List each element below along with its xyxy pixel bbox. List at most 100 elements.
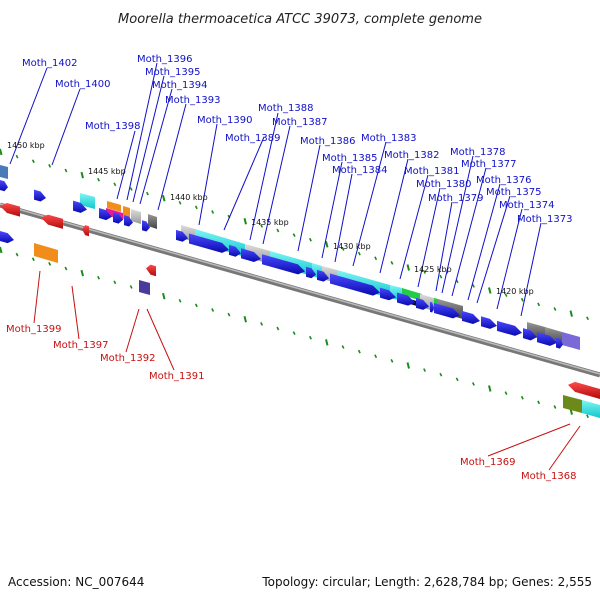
gene-label: Moth_1394: [152, 80, 207, 91]
kbp-label: 1440 kbp: [170, 193, 208, 202]
reverse-gene-arrow: [0, 202, 20, 217]
map-title: Moorella thermoacetica ATCC 39073, compl…: [118, 12, 482, 27]
gene-label: Moth_1379: [428, 193, 483, 204]
minor-tick: [194, 303, 198, 308]
gene-label: Moth_1374: [499, 200, 554, 211]
minor-tick: [227, 312, 231, 317]
gene-label: Moth_1382: [384, 150, 439, 161]
gene-label: Moth_1393: [165, 95, 220, 106]
gene-label: Moth_1384: [332, 165, 387, 176]
minor-tick: [357, 349, 361, 354]
forward-gene-arrow: [73, 200, 87, 213]
gene-label: Moth_1397: [53, 340, 108, 351]
feature-block: [131, 209, 141, 224]
minor-tick: [260, 322, 264, 326]
minor-tick: [64, 266, 68, 271]
minor-tick: [586, 316, 590, 321]
minor-tick: [129, 285, 133, 289]
minor-tick: [113, 280, 117, 285]
reverse-gene-arrow: [146, 264, 156, 277]
forward-gene-arrow: [380, 287, 396, 301]
forward-gene-arrow: [241, 248, 261, 262]
minor-tick: [48, 261, 52, 266]
minor-tick: [341, 345, 345, 349]
minor-tick: [423, 270, 427, 274]
major-tick: [406, 264, 410, 271]
forward-gene-arrow: [416, 297, 429, 310]
minor-tick: [553, 405, 557, 409]
gene-label: Moth_1388: [258, 103, 313, 114]
minor-tick: [471, 382, 475, 386]
gene-label: Moth_1390: [197, 115, 252, 126]
gene-label: Moth_1400: [55, 79, 110, 90]
minor-tick: [520, 395, 524, 400]
forward-gene-arrow: [262, 254, 305, 275]
major-tick: [325, 339, 329, 346]
feature-block: [34, 243, 58, 263]
major-tick: [488, 287, 492, 294]
major-tick: [243, 218, 247, 225]
forward-genes: [0, 180, 563, 349]
forward-gene-arrow: [537, 332, 557, 346]
minor-tick: [276, 228, 280, 233]
feature-block: [139, 280, 150, 295]
minor-tick: [97, 177, 101, 182]
minor-tick: [357, 251, 361, 256]
gene-label: Moth_1402: [22, 58, 77, 69]
minor-tick: [439, 372, 443, 377]
minor-tick: [341, 247, 345, 251]
minor-tick: [178, 298, 182, 303]
reverse-gene-arrow: [568, 381, 600, 399]
feature-block: [402, 288, 422, 301]
minor-tick: [48, 163, 52, 168]
minor-tick: [276, 326, 280, 331]
gene-label: Moth_1387: [272, 117, 327, 128]
feature-block: [582, 400, 600, 418]
kbp-label: 1445 kbp: [88, 167, 126, 176]
feature-block: [80, 193, 95, 209]
forward-gene-arrow: [124, 215, 133, 227]
minor-tick: [374, 256, 378, 261]
forward-gene-arrow: [176, 229, 188, 242]
forward-gene-arrow: [142, 220, 150, 232]
forward-gene-arrow: [0, 231, 14, 244]
minor-tick: [260, 224, 264, 228]
forward-gene-arrow: [523, 328, 537, 341]
forward-gene-arrow: [430, 301, 434, 313]
minor-tick: [537, 400, 541, 405]
minor-tick: [211, 210, 215, 214]
gene-label: Moth_1389: [225, 133, 280, 144]
forward-gene-labels: Moth_1402 Moth_1400 Moth_1398 Moth_1396 …: [22, 54, 572, 225]
major-tick: [406, 362, 410, 369]
gene-label: Moth_1398: [85, 121, 140, 132]
forward-gene-arrow: [556, 337, 563, 349]
minor-tick: [520, 297, 524, 302]
forward-gene-arrow: [397, 292, 415, 306]
minor-tick: [455, 377, 459, 382]
major-tick: [569, 310, 573, 317]
minor-tick: [439, 274, 443, 279]
reverse-gene-arrow: [41, 214, 63, 229]
gene-label: Moth_1399: [6, 324, 61, 335]
major-tick: [243, 316, 247, 323]
forward-gene-arrow: [306, 266, 316, 279]
minor-tick: [31, 257, 35, 262]
gene-label: Moth_1369: [460, 457, 515, 468]
reverse-gene-labels: Moth_1399 Moth_1397 Moth_1392 Moth_1391 …: [6, 324, 576, 482]
kbp-label: 1435 kbp: [251, 218, 289, 227]
minor-tick: [374, 354, 378, 359]
tick-row-outer: [0, 148, 590, 321]
reverse-gene-arrow: [82, 225, 89, 237]
gene-label: Moth_1391: [149, 371, 204, 382]
major-tick: [0, 246, 3, 254]
gene-label: Moth_1375: [486, 187, 541, 198]
kbp-label: 1450 kbp: [7, 141, 45, 150]
forward-gene-arrow: [113, 212, 123, 224]
genome-backbone-highlight: [0, 203, 600, 375]
topology-text: Topology: circular; Length: 2,628,784 bp…: [261, 575, 592, 589]
gene-label: Moth_1385: [322, 153, 377, 164]
minor-tick: [145, 191, 149, 196]
major-tick: [162, 292, 166, 300]
gene-label: Moth_1395: [145, 67, 200, 78]
